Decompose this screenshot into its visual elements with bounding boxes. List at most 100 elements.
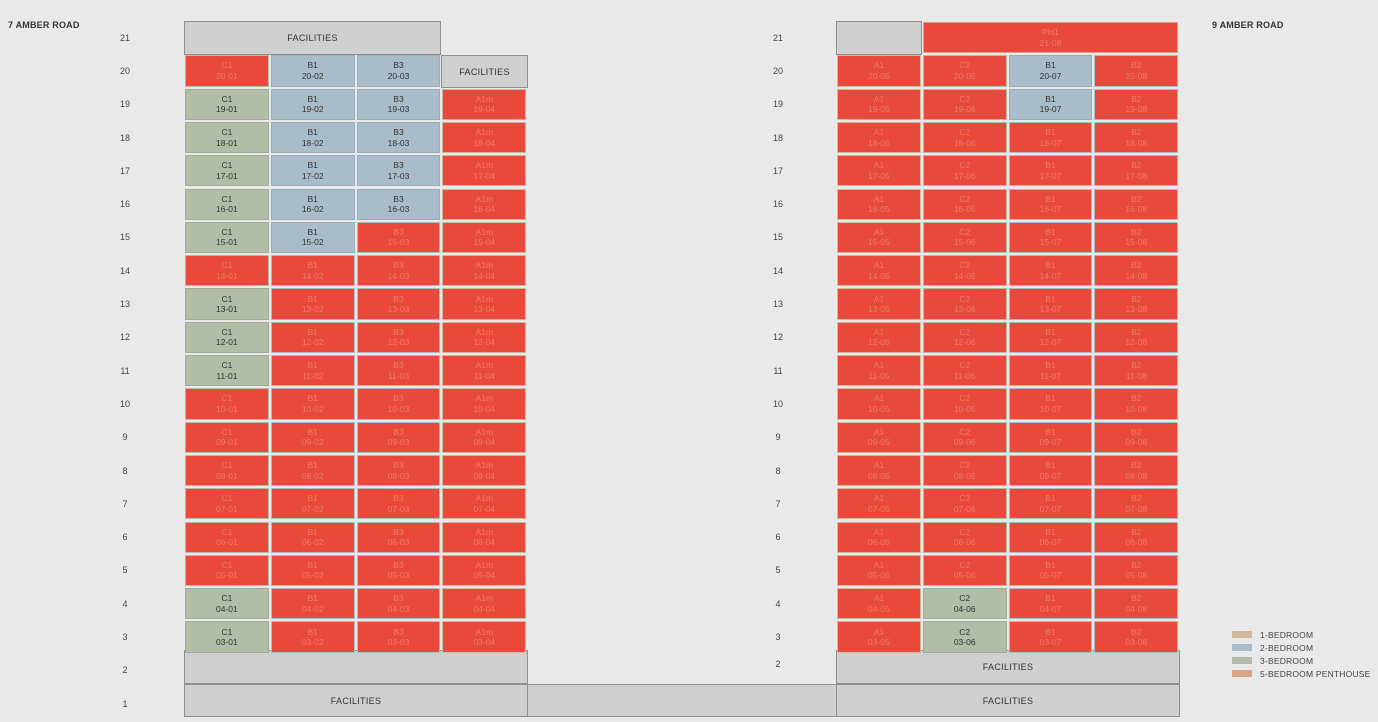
unit-07-01[interactable]: C1 07-01 bbox=[185, 488, 269, 520]
unit-13-08[interactable]: B2 13-08 bbox=[1094, 288, 1179, 320]
unit-11-05[interactable]: A1 11-05 bbox=[837, 355, 921, 387]
unit-18-02[interactable]: B1 18-02 bbox=[270, 121, 355, 154]
unit-03-08[interactable]: B2 03-08 bbox=[1094, 621, 1179, 653]
unit-12-01[interactable]: C1 12-01 bbox=[185, 321, 269, 353]
unit-13-07[interactable]: B1 13-07 bbox=[1008, 288, 1093, 320]
unit-15-02[interactable]: B1 15-02 bbox=[270, 221, 355, 254]
unit-03-07[interactable]: B1 03-07 bbox=[1008, 621, 1093, 653]
unit-06-06[interactable]: C2 06-06 bbox=[922, 521, 1007, 553]
unit-05-06[interactable]: C2 05-06 bbox=[922, 554, 1007, 587]
unit-13-03[interactable]: B3 13-03 bbox=[356, 288, 441, 320]
unit-13-01[interactable]: C1 13-01 bbox=[185, 288, 269, 320]
unit-10-04[interactable]: A1m 10-04 bbox=[442, 388, 527, 420]
unit-04-04[interactable]: A1m 04-04 bbox=[442, 588, 527, 620]
unit-04-01[interactable]: C1 04-01 bbox=[185, 588, 269, 620]
unit-16-06[interactable]: C2 16-06 bbox=[922, 188, 1007, 220]
unit-10-08[interactable]: B2 10-08 bbox=[1094, 388, 1179, 420]
unit-10-06[interactable]: C2 10-06 bbox=[922, 388, 1007, 420]
unit-14-04[interactable]: A1m 14-04 bbox=[442, 255, 527, 287]
unit-17-01[interactable]: C1 17-01 bbox=[185, 155, 269, 187]
unit-03-03[interactable]: B3 03-03 bbox=[356, 621, 441, 653]
unit-16-04[interactable]: A1m 16-04 bbox=[442, 188, 527, 220]
unit-04-03[interactable]: B3 04-03 bbox=[356, 588, 441, 620]
unit-03-06[interactable]: C2 03-06 bbox=[922, 621, 1007, 653]
unit-15-04[interactable]: A1m 15-04 bbox=[442, 221, 527, 254]
unit-17-05[interactable]: A1 17-05 bbox=[837, 155, 921, 187]
unit-14-03[interactable]: B3 14-03 bbox=[356, 255, 441, 287]
unit-12-04[interactable]: A1m 12-04 bbox=[442, 321, 527, 353]
unit-11-03[interactable]: B3 11-03 bbox=[356, 355, 441, 387]
unit-05-05[interactable]: A1 05-05 bbox=[837, 554, 921, 587]
unit-12-05[interactable]: A1 12-05 bbox=[837, 321, 921, 353]
unit-05-04[interactable]: A1m 05-04 bbox=[442, 554, 527, 587]
unit-11-06[interactable]: C2 11-06 bbox=[922, 355, 1007, 387]
unit-05-02[interactable]: B1 05-02 bbox=[270, 554, 355, 587]
unit-06-08[interactable]: B2 06-08 bbox=[1094, 521, 1179, 553]
unit-08-06[interactable]: C2 08-06 bbox=[922, 454, 1007, 487]
unit-03-01[interactable]: C1 03-01 bbox=[185, 621, 269, 653]
unit-08-01[interactable]: C1 08-01 bbox=[185, 454, 269, 487]
unit-12-06[interactable]: C2 12-06 bbox=[922, 321, 1007, 353]
unit-18-01[interactable]: C1 18-01 bbox=[185, 121, 269, 154]
unit-13-02[interactable]: B1 13-02 bbox=[270, 288, 355, 320]
unit-17-04[interactable]: A1m 17-04 bbox=[442, 155, 527, 187]
unit-13-04[interactable]: A1m 13-04 bbox=[442, 288, 527, 320]
unit-18-05[interactable]: A1 18-05 bbox=[837, 121, 921, 154]
unit-11-07[interactable]: B1 11-07 bbox=[1008, 355, 1093, 387]
unit-18-08[interactable]: B2 18-08 bbox=[1094, 121, 1179, 154]
unit-08-03[interactable]: B3 08-03 bbox=[356, 454, 441, 487]
unit-16-08[interactable]: B2 16-08 bbox=[1094, 188, 1179, 220]
unit-20-03[interactable]: B3 20-03 bbox=[356, 55, 441, 87]
unit-14-08[interactable]: B2 14-08 bbox=[1094, 255, 1179, 287]
unit-13-05[interactable]: A1 13-05 bbox=[837, 288, 921, 320]
unit-09-06[interactable]: C2 09-06 bbox=[922, 421, 1007, 453]
unit-08-08[interactable]: B2 08-08 bbox=[1094, 454, 1179, 487]
unit-09-03[interactable]: B3 09-03 bbox=[356, 421, 441, 453]
unit-16-01[interactable]: C1 16-01 bbox=[185, 188, 269, 220]
unit-06-01[interactable]: C1 06-01 bbox=[185, 521, 269, 553]
unit-06-07[interactable]: B1 06-07 bbox=[1008, 521, 1093, 553]
unit-18-04[interactable]: A1m 18-04 bbox=[442, 121, 527, 154]
unit-20-02[interactable]: B1 20-02 bbox=[270, 55, 355, 87]
unit-19-03[interactable]: B3 19-03 bbox=[356, 88, 441, 120]
unit-15-07[interactable]: B1 15-07 bbox=[1008, 221, 1093, 254]
unit-08-04[interactable]: A1m 08-04 bbox=[442, 454, 527, 487]
unit-04-02[interactable]: B1 04-02 bbox=[270, 588, 355, 620]
unit-19-08[interactable]: B2 19-08 bbox=[1094, 88, 1179, 120]
unit-12-07[interactable]: B1 12-07 bbox=[1008, 321, 1093, 353]
unit-21-08[interactable]: PH1 21-08 bbox=[922, 22, 1179, 54]
unit-20-06[interactable]: C2 20-06 bbox=[922, 55, 1007, 87]
unit-18-07[interactable]: B1 18-07 bbox=[1008, 121, 1093, 154]
unit-12-03[interactable]: B3 12-03 bbox=[356, 321, 441, 353]
unit-09-02[interactable]: B1 09-02 bbox=[270, 421, 355, 453]
unit-07-03[interactable]: B3 07-03 bbox=[356, 488, 441, 520]
unit-20-07[interactable]: B1 20-07 bbox=[1008, 55, 1093, 87]
unit-20-01[interactable]: C1 20-01 bbox=[185, 55, 269, 87]
unit-08-07[interactable]: B1 08-07 bbox=[1008, 454, 1093, 487]
unit-06-03[interactable]: B3 06-03 bbox=[356, 521, 441, 553]
unit-15-06[interactable]: C2 15-06 bbox=[922, 221, 1007, 254]
unit-12-02[interactable]: B1 12-02 bbox=[270, 321, 355, 353]
unit-11-08[interactable]: B2 11-08 bbox=[1094, 355, 1179, 387]
unit-11-02[interactable]: B1 11-02 bbox=[270, 355, 355, 387]
unit-17-02[interactable]: B1 17-02 bbox=[270, 155, 355, 187]
unit-03-04[interactable]: A1m 03-04 bbox=[442, 621, 527, 653]
unit-09-05[interactable]: A1 09-05 bbox=[837, 421, 921, 453]
unit-17-06[interactable]: C2 17-06 bbox=[922, 155, 1007, 187]
unit-09-04[interactable]: A1m 09-04 bbox=[442, 421, 527, 453]
unit-13-06[interactable]: C2 13-06 bbox=[922, 288, 1007, 320]
unit-18-06[interactable]: C2 18-06 bbox=[922, 121, 1007, 154]
unit-10-02[interactable]: B1 10-02 bbox=[270, 388, 355, 420]
unit-04-07[interactable]: B1 04-07 bbox=[1008, 588, 1093, 620]
unit-07-04[interactable]: A1m 07-04 bbox=[442, 488, 527, 520]
unit-06-02[interactable]: B1 06-02 bbox=[270, 521, 355, 553]
unit-07-06[interactable]: C2 07-06 bbox=[922, 488, 1007, 520]
unit-04-05[interactable]: A1 04-05 bbox=[837, 588, 921, 620]
unit-05-08[interactable]: B2 05-08 bbox=[1094, 554, 1179, 587]
unit-11-01[interactable]: C1 11-01 bbox=[185, 355, 269, 387]
unit-12-08[interactable]: B2 12-08 bbox=[1094, 321, 1179, 353]
unit-03-05[interactable]: A1 03-05 bbox=[837, 621, 921, 653]
unit-14-06[interactable]: C2 14-06 bbox=[922, 255, 1007, 287]
unit-18-03[interactable]: B3 18-03 bbox=[356, 121, 441, 154]
unit-05-03[interactable]: B3 05-03 bbox=[356, 554, 441, 587]
